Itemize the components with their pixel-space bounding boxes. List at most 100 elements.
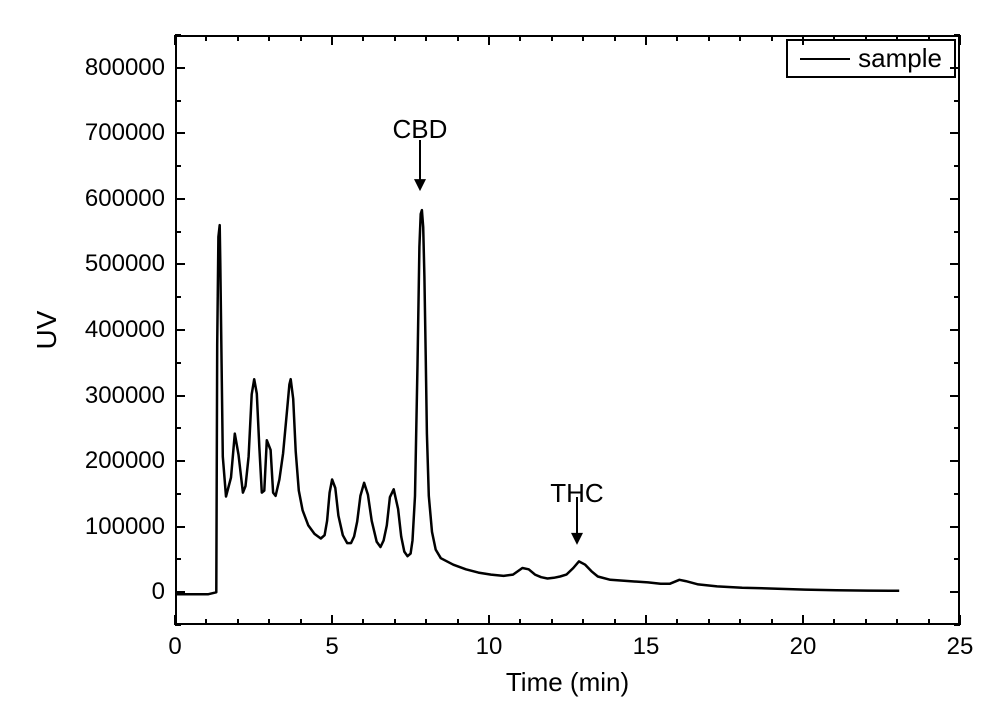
y-tick-minor [175, 362, 181, 364]
x-tick-minor [614, 35, 616, 41]
y-tick-label: 400000 [85, 316, 165, 344]
y-tick-label: 600000 [85, 185, 165, 213]
x-tick-minor [708, 35, 710, 41]
x-tick-minor [739, 35, 741, 41]
y-tick-minor [175, 558, 181, 560]
x-tick-minor [739, 619, 741, 625]
y-tick-label: 100000 [85, 513, 165, 541]
y-tick-major [175, 329, 185, 331]
y-tick-minor [175, 100, 181, 102]
y-tick-major [175, 263, 185, 265]
y-tick-major [175, 67, 185, 69]
y-tick-label: 800000 [85, 54, 165, 82]
y-tick-minor [954, 100, 960, 102]
x-tick-minor [676, 35, 678, 41]
x-tick-minor [582, 35, 584, 41]
x-tick-minor [362, 35, 364, 41]
x-tick-minor [896, 35, 898, 41]
y-tick-major [175, 526, 185, 528]
x-tick-minor [865, 35, 867, 41]
x-tick-minor [771, 619, 773, 625]
x-tick-minor [614, 619, 616, 625]
x-tick-minor [771, 35, 773, 41]
x-tick-major [802, 615, 804, 625]
y-tick-label: 700000 [85, 119, 165, 147]
y-tick-major [950, 198, 960, 200]
x-tick-major [174, 35, 176, 45]
y-tick-major [950, 591, 960, 593]
y-tick-major [950, 526, 960, 528]
y-tick-minor [954, 231, 960, 233]
x-tick-major [331, 35, 333, 45]
x-axis-label: Time (min) [506, 667, 629, 698]
x-tick-minor [425, 619, 427, 625]
legend-line-sample [800, 58, 850, 60]
y-axis-label: UV [31, 311, 63, 350]
x-tick-major [802, 35, 804, 45]
x-tick-minor [300, 35, 302, 41]
y-tick-major [950, 395, 960, 397]
x-tick-minor [237, 35, 239, 41]
x-tick-minor [362, 619, 364, 625]
x-tick-minor [205, 35, 207, 41]
y-tick-minor [954, 362, 960, 364]
x-tick-minor [300, 619, 302, 625]
y-tick-minor [175, 231, 181, 233]
y-tick-major [175, 395, 185, 397]
y-tick-minor [175, 493, 181, 495]
x-tick-minor [676, 619, 678, 625]
y-tick-label: 0 [152, 578, 165, 606]
y-tick-major [950, 67, 960, 69]
x-tick-minor [833, 35, 835, 41]
y-tick-major [175, 460, 185, 462]
y-tick-minor [175, 296, 181, 298]
y-tick-minor [954, 34, 960, 36]
y-tick-minor [954, 624, 960, 626]
x-tick-minor [425, 35, 427, 41]
x-tick-minor [268, 35, 270, 41]
x-tick-major [645, 615, 647, 625]
x-tick-major [488, 615, 490, 625]
arrow-down-icon [410, 140, 430, 199]
y-tick-minor [954, 558, 960, 560]
x-tick-minor [394, 35, 396, 41]
x-tick-label: 10 [476, 633, 503, 661]
y-tick-major [950, 329, 960, 331]
x-tick-minor [394, 619, 396, 625]
y-tick-minor [175, 165, 181, 167]
x-tick-label: 15 [633, 633, 660, 661]
x-tick-minor [551, 619, 553, 625]
x-tick-major [959, 35, 961, 45]
y-tick-major [950, 132, 960, 134]
x-tick-minor [457, 619, 459, 625]
x-tick-minor [519, 619, 521, 625]
y-tick-major [175, 198, 185, 200]
y-tick-minor [954, 296, 960, 298]
y-tick-label: 500000 [85, 250, 165, 278]
y-tick-minor [175, 427, 181, 429]
legend-box: sample [786, 39, 956, 78]
x-tick-minor [708, 619, 710, 625]
x-tick-major [331, 615, 333, 625]
x-tick-minor [865, 619, 867, 625]
x-tick-minor [268, 619, 270, 625]
x-tick-minor [519, 35, 521, 41]
x-tick-major [645, 35, 647, 45]
y-tick-minor [954, 493, 960, 495]
legend-label: sample [858, 43, 942, 74]
y-tick-major [175, 591, 185, 593]
x-tick-label: 25 [947, 633, 974, 661]
x-tick-minor [551, 35, 553, 41]
x-tick-minor [833, 619, 835, 625]
y-tick-label: 300000 [85, 382, 165, 410]
x-tick-minor [582, 619, 584, 625]
y-tick-minor [954, 427, 960, 429]
y-tick-minor [954, 165, 960, 167]
x-tick-label: 20 [790, 633, 817, 661]
y-tick-label: 200000 [85, 447, 165, 475]
y-tick-minor [175, 624, 181, 626]
y-tick-major [950, 460, 960, 462]
x-tick-minor [457, 35, 459, 41]
y-tick-minor [175, 34, 181, 36]
figure-canvas: sample Time (min) UV 0510152025010000020… [0, 0, 1000, 717]
